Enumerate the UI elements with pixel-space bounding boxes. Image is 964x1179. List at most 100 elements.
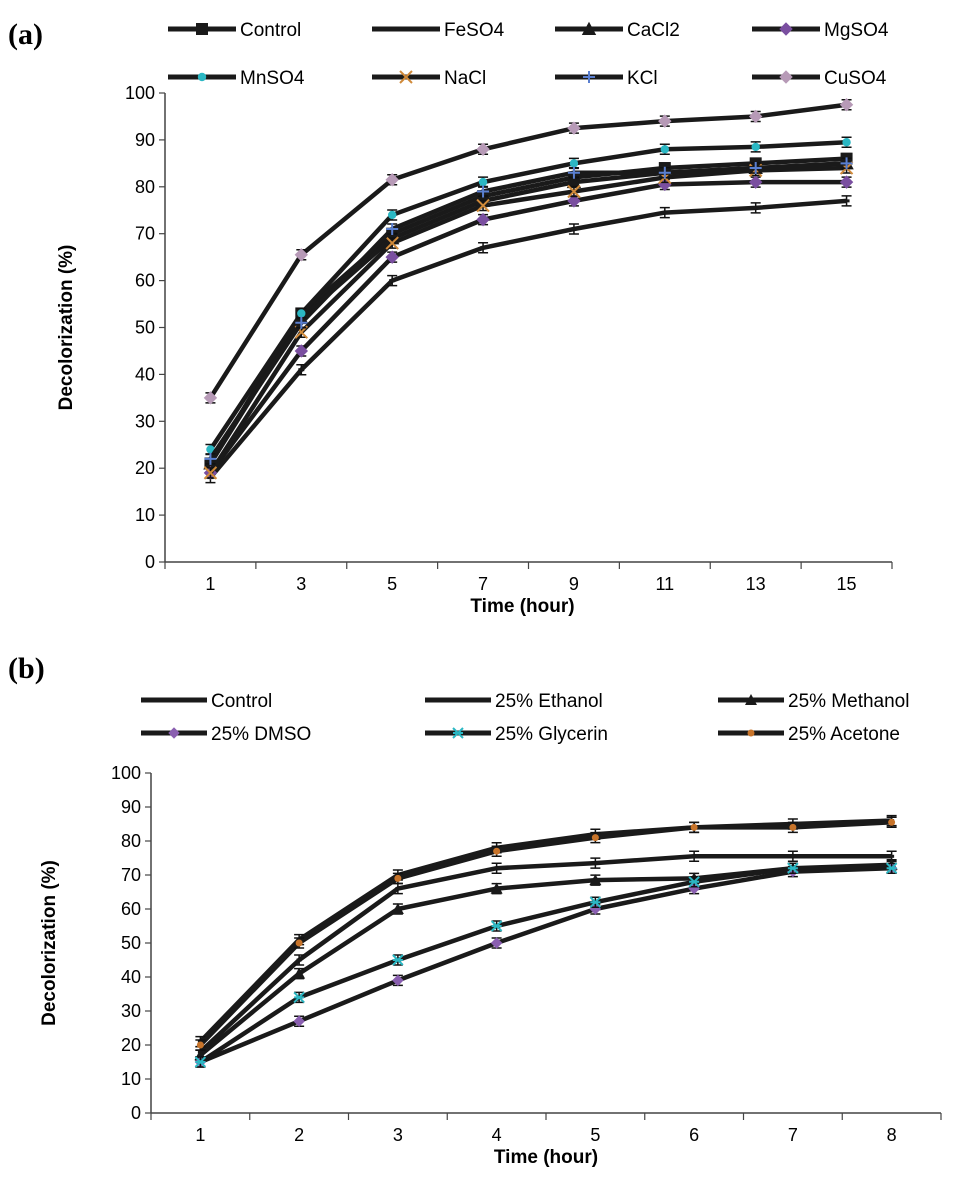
legend-swatch-marker (197, 72, 207, 82)
marker-asterisk (452, 727, 464, 739)
marker-x (567, 184, 581, 199)
marker-dash (889, 854, 895, 858)
y-tick-label: 100 (125, 83, 155, 103)
marker-x (203, 466, 218, 480)
marker-dash (296, 958, 302, 962)
legend-item: KCl (555, 68, 658, 89)
marker-diamond (203, 391, 218, 405)
data-point (480, 246, 487, 250)
legend-swatch-marker (747, 729, 755, 737)
marker-dot (206, 445, 215, 454)
data-point (494, 866, 500, 870)
legend-item: 25% Acetone (718, 724, 900, 745)
panel-label: (a) (8, 18, 43, 51)
marker-plus (749, 162, 762, 175)
data-point (204, 452, 217, 465)
marker-triangle (490, 882, 503, 894)
marker-plus (658, 166, 671, 179)
legend-item: MgSO4 (752, 20, 889, 41)
series-feso4 (205, 195, 852, 484)
marker-diamond (294, 344, 309, 358)
marker-dot (569, 159, 579, 168)
y-tick-label: 40 (135, 364, 155, 384)
legend-item: MnSO4 (168, 68, 305, 89)
marker-diamond (294, 248, 309, 262)
marker-dash (389, 279, 396, 283)
panel-label-letter: b (18, 652, 35, 685)
data-point (567, 184, 581, 199)
y-tick-label: 90 (135, 130, 155, 150)
marker-triangle (745, 694, 757, 705)
marker-dash (403, 27, 409, 31)
data-point (751, 142, 760, 152)
data-point (843, 199, 850, 203)
legend-label: KCl (627, 68, 658, 89)
legend-label: Control (240, 20, 301, 41)
legend-swatch-marker (583, 71, 595, 83)
y-tick-label: 60 (121, 899, 141, 919)
marker-diamond (839, 98, 854, 112)
data-point (789, 823, 797, 831)
data-point (748, 175, 763, 189)
legend-label: 25% Glycerin (495, 724, 608, 745)
marker-dot (196, 1041, 204, 1049)
data-point (658, 166, 671, 179)
x-tick-label: 11 (655, 574, 674, 594)
data-point (385, 250, 399, 264)
legend-swatch-marker (779, 22, 793, 36)
legend-item: Control (141, 691, 272, 712)
data-point (293, 991, 305, 1004)
marker-dash (480, 246, 487, 250)
marker-x (476, 198, 490, 213)
marker-dot (690, 823, 698, 831)
legend-label: 25% Methanol (788, 691, 909, 712)
legend-item: Control (168, 20, 301, 41)
y-tick-label: 0 (131, 1103, 141, 1123)
marker-dot (660, 145, 670, 154)
y-tick-label: 50 (121, 933, 141, 953)
data-point (688, 876, 700, 888)
marker-asterisk (688, 876, 700, 888)
marker-asterisk (787, 862, 799, 874)
x-tick-label: 5 (387, 574, 397, 594)
marker-diamond (385, 250, 399, 264)
legend-item: 25% Ethanol (425, 691, 603, 712)
data-point (194, 1056, 207, 1068)
data-point (691, 854, 697, 858)
marker-dash (395, 887, 401, 891)
data-point (294, 344, 309, 358)
x-tick-label: 1 (195, 1125, 205, 1145)
y-tick-label: 60 (135, 271, 155, 291)
marker-dash (455, 698, 461, 702)
legend-label: FeSO4 (444, 20, 505, 41)
data-point (570, 227, 577, 231)
marker-diamond (490, 937, 503, 949)
legend-swatch-marker (171, 698, 177, 702)
data-point (389, 279, 396, 283)
series-line (198, 820, 892, 1047)
marker-diamond (567, 121, 581, 135)
legend: Control FeSO4 CaCl2 MgSO4 MnSO4 NaCl KCl CuSO4 (168, 20, 889, 89)
data-point (385, 236, 399, 250)
series-kcl (204, 157, 853, 465)
marker-x (385, 236, 399, 250)
legend-label: MgSO4 (824, 20, 889, 41)
y-tick-label: 30 (135, 411, 155, 431)
legend-label: 25% Ethanol (495, 691, 603, 712)
marker-dash (171, 698, 177, 702)
legend-item: NaCl (372, 68, 486, 89)
data-point (749, 162, 762, 175)
y-axis-title: Decolorization (%) (56, 245, 77, 411)
series-line (208, 198, 847, 480)
marker-plus (840, 157, 853, 170)
data-point (392, 954, 404, 966)
data-point (293, 967, 306, 979)
data-point (566, 174, 582, 189)
series-25-glycerin (194, 862, 898, 1068)
data-point (476, 212, 490, 227)
marker-triangle (293, 967, 306, 979)
x-tick-label: 9 (569, 574, 579, 594)
marker-diamond (567, 194, 581, 208)
